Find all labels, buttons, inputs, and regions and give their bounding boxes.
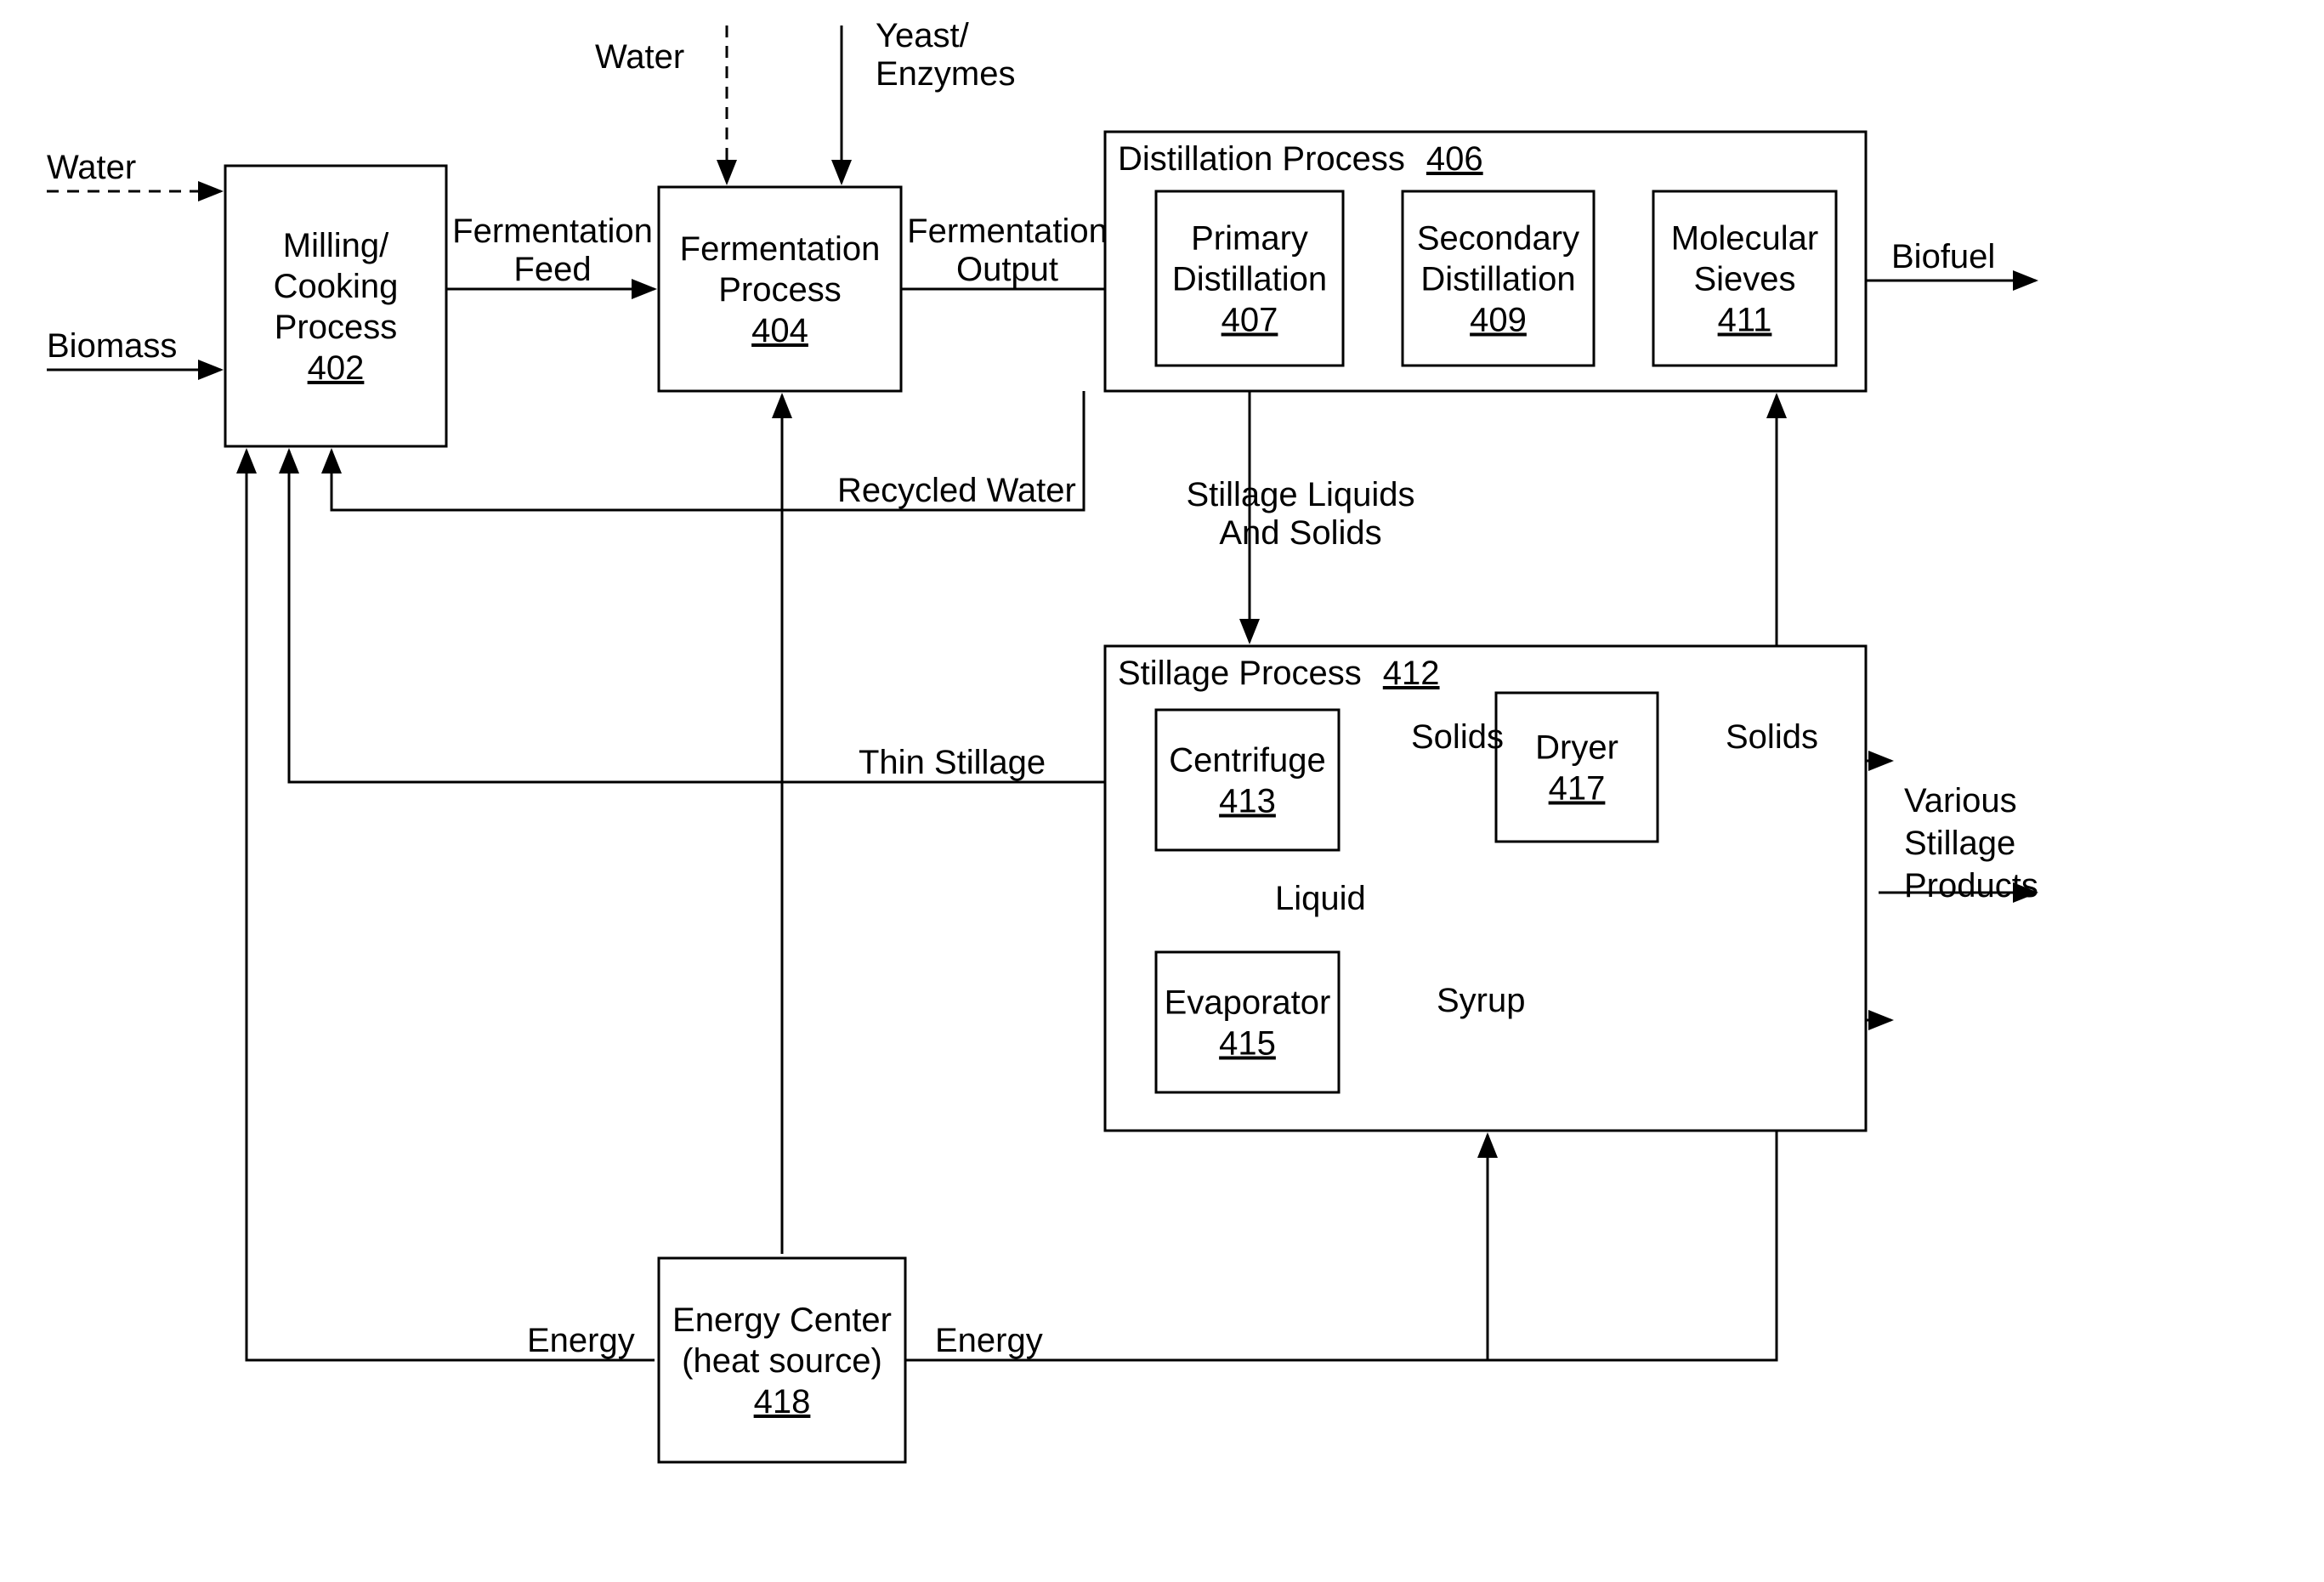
label-energyR: Energy (935, 1322, 1043, 1359)
label-various1: Various (1904, 782, 2017, 819)
edge-energy-left (247, 451, 655, 1360)
svg-text:Distillation Process: Distillation Process (1118, 140, 1405, 178)
box-primary: PrimaryDistillation 407 (1156, 191, 1343, 366)
label-biofuel: Biofuel (1891, 238, 1995, 275)
label-waterTopMid: Water (595, 38, 684, 76)
label-biomass: Biomass (47, 327, 177, 365)
label-yeast2: Enzymes (876, 55, 1016, 93)
label-thin: Thin Stillage (859, 744, 1046, 781)
svg-text:Stillage Process: Stillage Process (1118, 655, 1362, 692)
svg-text:411: 411 (1718, 302, 1772, 339)
label-fermOut1: Fermentation (907, 213, 1108, 250)
svg-text:Process: Process (275, 309, 398, 346)
label-waterTopLeft: Water (47, 149, 136, 186)
box-milling: Milling/Cooking Process402 (225, 166, 446, 446)
label-various2: Stillage (1904, 825, 2015, 862)
svg-text:407: 407 (1222, 302, 1278, 339)
svg-text:402: 402 (308, 349, 365, 387)
svg-text:413: 413 (1219, 783, 1276, 820)
svg-text:418: 418 (754, 1383, 811, 1420)
svg-text:415: 415 (1219, 1025, 1276, 1063)
box-ferm: FermentationProcess404 (659, 187, 901, 391)
label-recycled: Recycled Water (837, 472, 1076, 509)
svg-text:Molecular: Molecular (1671, 220, 1818, 258)
label-liquid: Liquid (1275, 880, 1366, 917)
label-stillage2: And Solids (1219, 514, 1381, 552)
svg-text:406: 406 (1426, 140, 1483, 178)
label-syrup: Syrup (1437, 982, 1526, 1019)
box-energy: Energy Center(heat source)418 (659, 1258, 905, 1462)
svg-text:(heat source): (heat source) (682, 1342, 882, 1380)
label-solids1: Solids (1411, 718, 1504, 756)
svg-text:Centrifuge: Centrifuge (1169, 742, 1326, 780)
box-evap: Evaporator415 (1156, 952, 1339, 1092)
svg-text:Primary: Primary (1191, 220, 1308, 258)
label-various3: Products (1904, 867, 2038, 904)
svg-text:Sieves: Sieves (1693, 261, 1795, 298)
label-fermFeed1: Fermentation (452, 213, 653, 250)
box-sieves: MolecularSieves 411 (1653, 191, 1836, 366)
label-solids2: Solids (1726, 718, 1818, 756)
svg-text:417: 417 (1549, 770, 1606, 808)
svg-text:Milling/: Milling/ (283, 227, 389, 264)
svg-text:Evaporator: Evaporator (1165, 984, 1331, 1022)
svg-text:Cooking: Cooking (274, 268, 399, 305)
svg-text:Dryer: Dryer (1535, 729, 1618, 767)
label-yeast1: Yeast/ (876, 17, 970, 54)
svg-text:404: 404 (751, 312, 808, 349)
svg-text:Secondary: Secondary (1417, 220, 1579, 258)
svg-text:Energy Center: Energy Center (672, 1301, 892, 1339)
label-fermOut2: Output (956, 251, 1058, 288)
svg-text:412: 412 (1383, 655, 1440, 692)
box-centrifuge: Centrifuge413 (1156, 710, 1339, 850)
label-stillage1: Stillage Liquids (1186, 476, 1414, 513)
svg-text:Distillation: Distillation (1172, 261, 1327, 298)
svg-text:409: 409 (1470, 302, 1527, 339)
svg-text:Distillation: Distillation (1420, 261, 1575, 298)
label-fermFeed2: Feed (513, 251, 591, 288)
box-secondary: SecondaryDistillation 409 (1403, 191, 1594, 366)
label-energyL: Energy (527, 1322, 635, 1359)
svg-text:Process: Process (718, 271, 842, 309)
box-dryer: Dryer417 (1496, 693, 1658, 842)
svg-text:Fermentation: Fermentation (680, 230, 881, 268)
